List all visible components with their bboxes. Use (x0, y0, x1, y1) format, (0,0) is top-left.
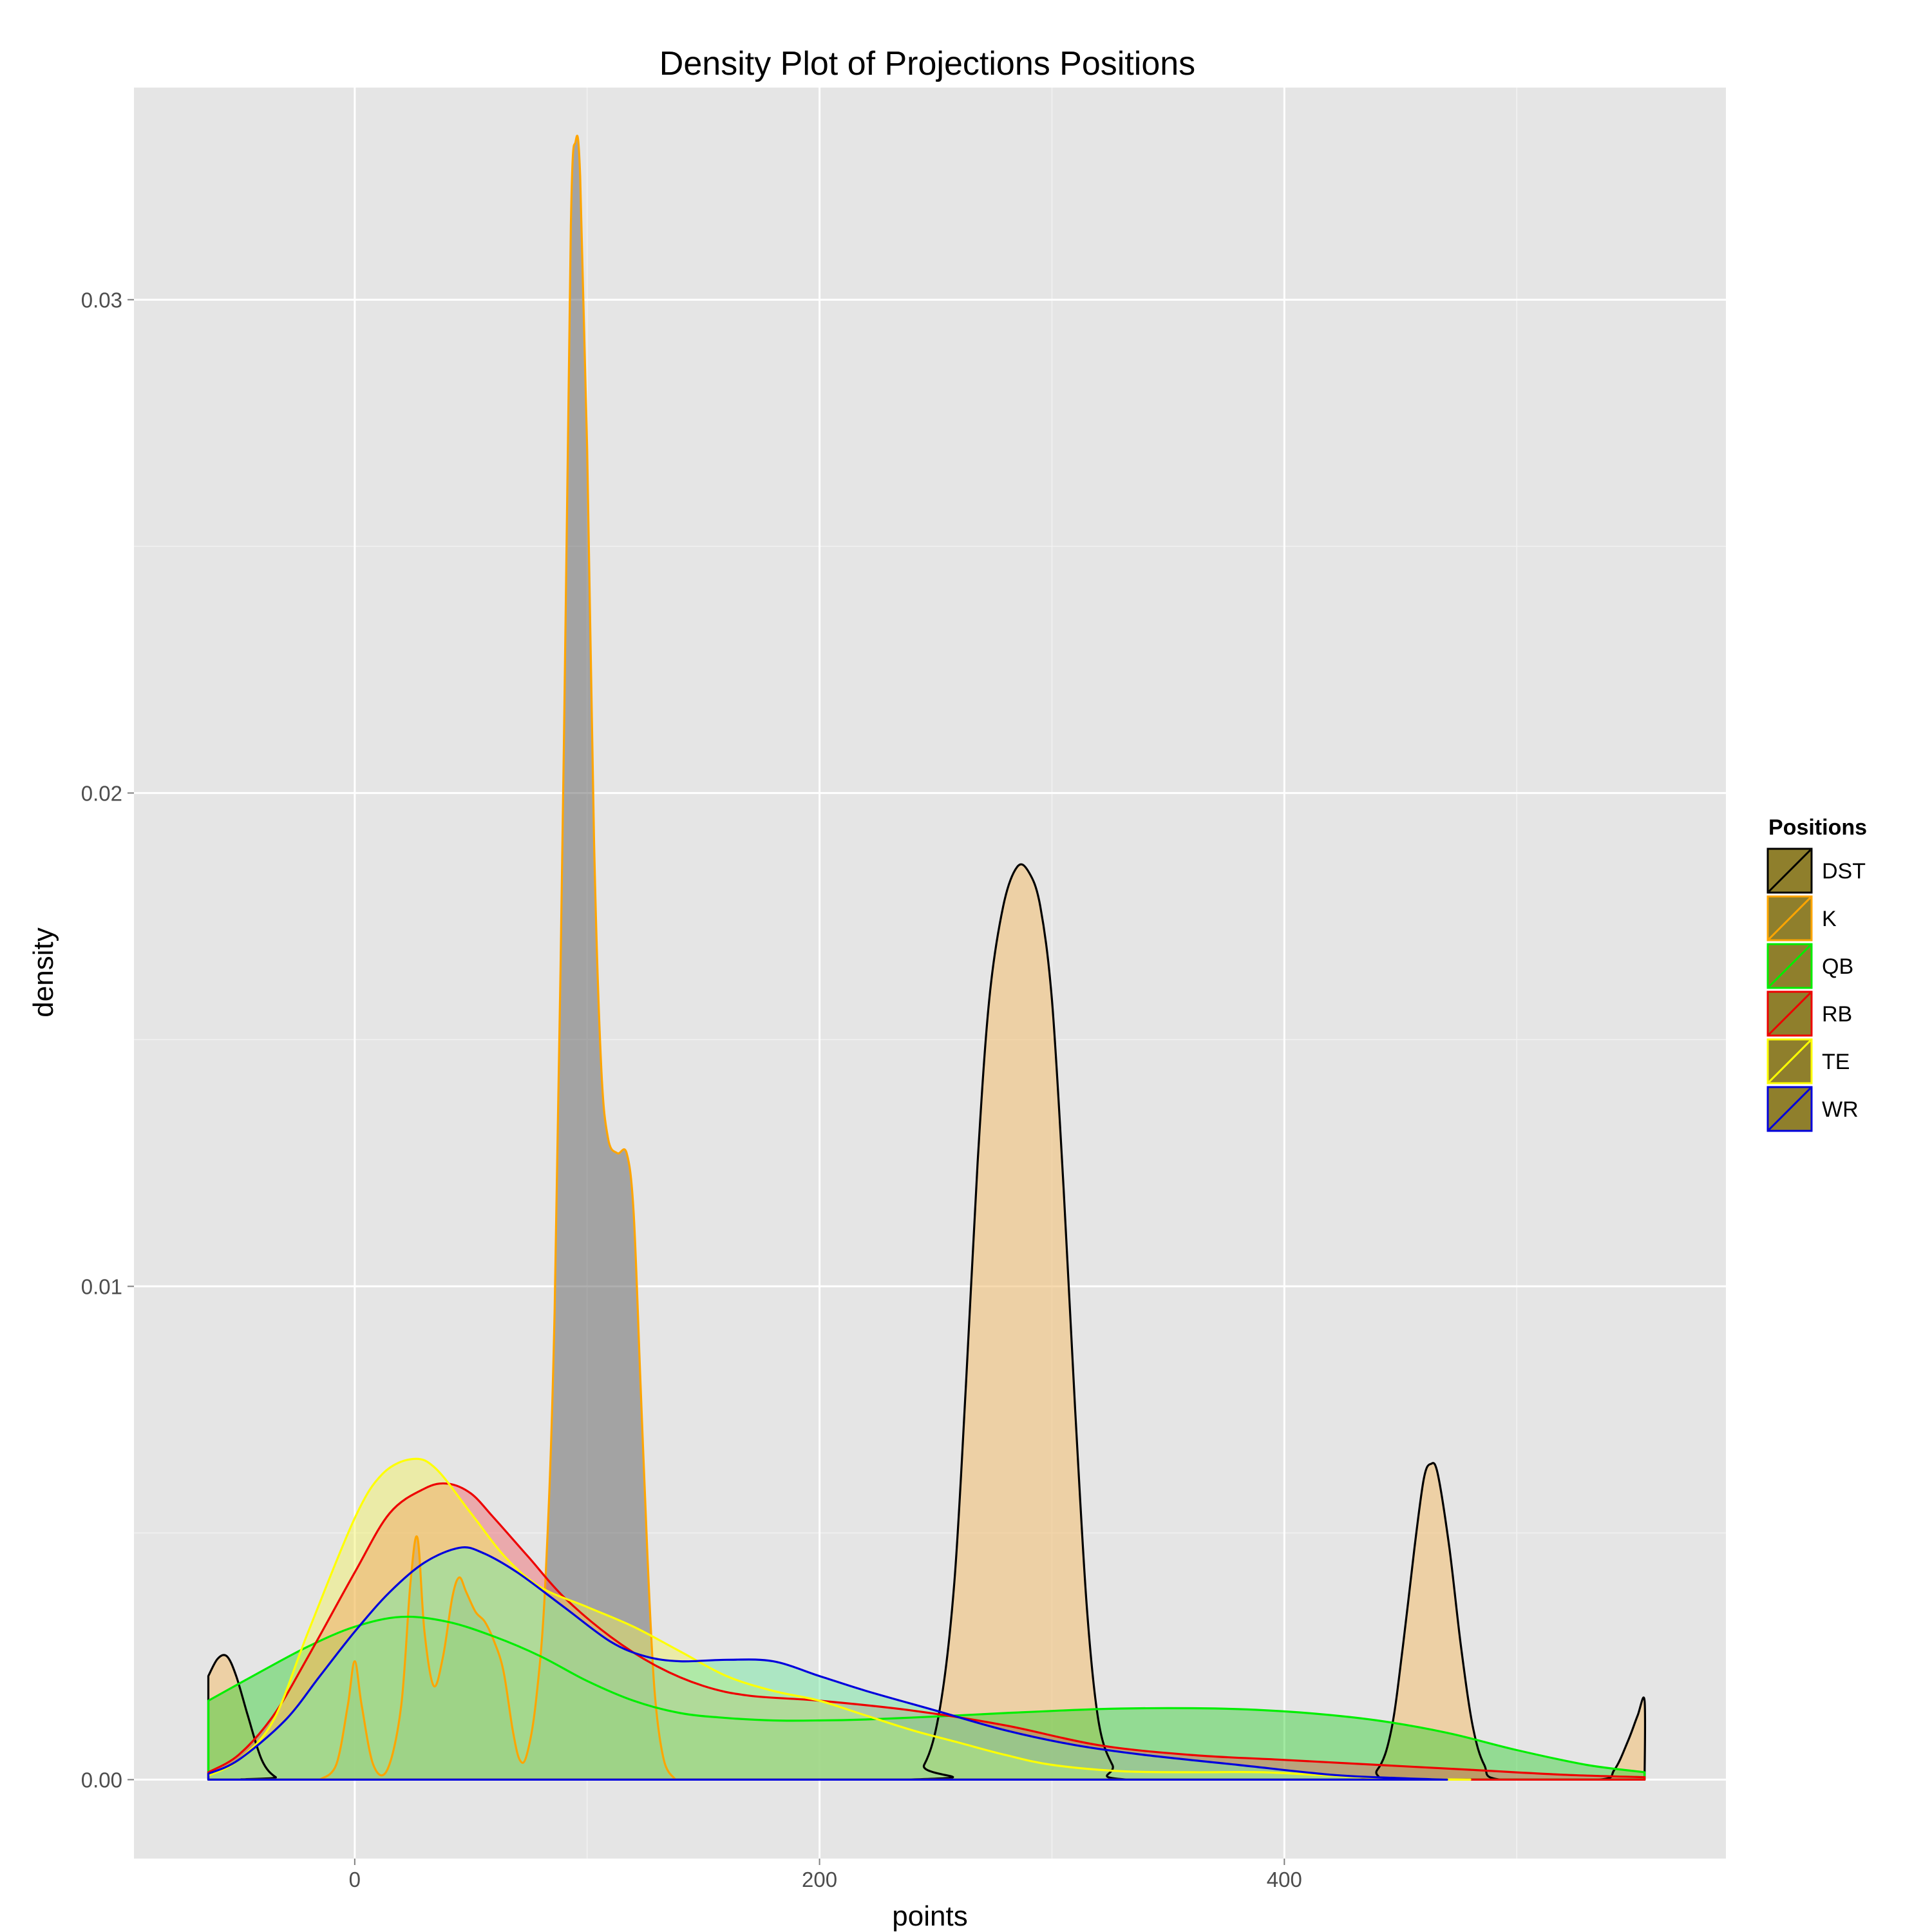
legend-key-line-wr (1768, 1087, 1812, 1131)
x-axis-title: points (892, 1900, 967, 1932)
density-line-wr (207, 1546, 1448, 1781)
x-tick-label: 0 (349, 1868, 361, 1891)
density-line-rb (207, 1482, 1646, 1781)
legend-label-k: K (1822, 907, 1837, 931)
legend-label-dst: DST (1822, 859, 1866, 884)
legend-title: Positions (1768, 815, 1867, 840)
minor-gridlines (134, 88, 1726, 1859)
legend-key-line-rb (1768, 992, 1812, 1036)
legend-key-line-te (1768, 1039, 1812, 1083)
density-area-k (319, 135, 676, 1780)
legend-label-qb: QB (1822, 954, 1853, 979)
y-axis-title: density (28, 927, 59, 1017)
legend-key-line-dst (1768, 849, 1812, 893)
density-lines (207, 135, 1647, 1781)
y-tick-label: 0.03 (81, 288, 122, 312)
density-line-k (319, 135, 677, 1781)
legend: Positions DST K QB RB TE WR (1766, 815, 1867, 1132)
x-tick-label: 400 (1267, 1868, 1302, 1891)
density-line-te (207, 1457, 1472, 1781)
y-tick-label: 0.00 (81, 1768, 122, 1792)
legend-key-line-qb (1768, 944, 1812, 988)
density-fills (208, 135, 1645, 1780)
plot-panel (134, 88, 1726, 1859)
x-tick-label: 200 (802, 1868, 837, 1891)
legend-label-wr: WR (1822, 1097, 1859, 1122)
axis-ticks: 0 200 400 0.00 0.01 0.02 0.03 (81, 288, 1302, 1891)
legend-label-te: TE (1822, 1050, 1850, 1074)
legend-label-rb: RB (1822, 1002, 1852, 1027)
chart-title: Density Plot of Projections Positions (659, 45, 1195, 82)
y-tick-label: 0.01 (81, 1274, 122, 1298)
density-line-qb (207, 1615, 1646, 1781)
y-tick-label: 0.02 (81, 781, 122, 805)
legend-key-line-k (1768, 896, 1812, 940)
density-area-wr (208, 1547, 1447, 1780)
